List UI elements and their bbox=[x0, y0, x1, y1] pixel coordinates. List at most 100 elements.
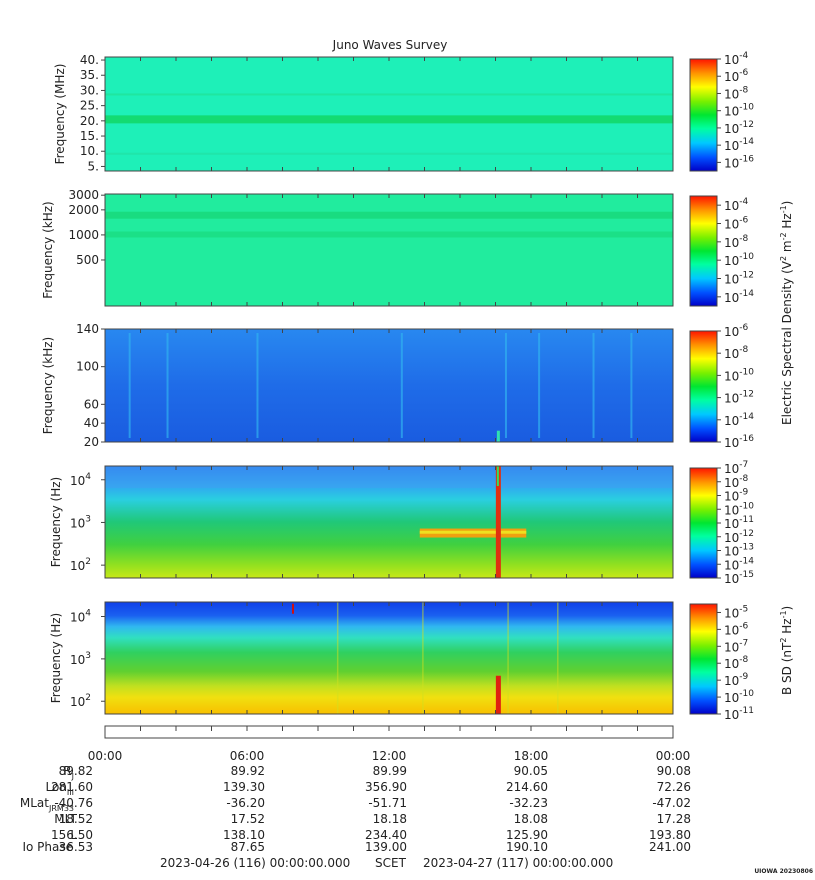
colorbar-tick-label: 10-14 bbox=[724, 412, 754, 428]
burst-streak bbox=[166, 333, 169, 438]
y-axis-label: Frequency (kHz) bbox=[41, 337, 55, 434]
emission-spike-top bbox=[496, 466, 499, 486]
ephemeris-value: 89.92 bbox=[231, 764, 265, 778]
burst-streak bbox=[507, 602, 509, 714]
colorbar-tick-label: 10-7 bbox=[724, 638, 748, 654]
ephemeris-value: 241.00 bbox=[649, 840, 691, 854]
ephemeris-value: 156.50 bbox=[51, 828, 93, 842]
burst-streak bbox=[336, 602, 339, 714]
burst-streak bbox=[256, 333, 259, 438]
colorbar-3: 10-6 10-8 10-10 10-12 10-14 10-16 bbox=[689, 323, 754, 450]
burst-streak bbox=[592, 333, 595, 438]
y-tick-label: 30. bbox=[80, 83, 99, 97]
ephemeris-value: 89.99 bbox=[373, 764, 407, 778]
colorbar-tick-label: 10-6 bbox=[724, 216, 749, 232]
burst-streak bbox=[422, 602, 424, 714]
burst-streak bbox=[128, 333, 131, 438]
ephemeris-label: LonIII bbox=[46, 780, 75, 797]
ephemeris-value: -51.71 bbox=[368, 796, 407, 810]
colorbar-tick-label: 10-14 bbox=[724, 289, 754, 305]
ephemeris-value: -40.76 bbox=[54, 796, 93, 810]
y-tick-label: 25. bbox=[80, 99, 99, 113]
ephemeris-value: 139.00 bbox=[365, 840, 407, 854]
colorbar-tick-label: 10-8 bbox=[724, 234, 749, 250]
ephemeris-value: 190.10 bbox=[506, 840, 548, 854]
ephemeris-label: L bbox=[70, 828, 77, 842]
burst-streak bbox=[504, 333, 507, 438]
y-tick-label: 104 bbox=[70, 609, 91, 625]
y-tick-label: 140 bbox=[76, 322, 99, 336]
panel-5-spectrogram bbox=[105, 602, 673, 714]
ephemeris-value: -47.02 bbox=[652, 796, 691, 810]
colorbar-gradient bbox=[689, 330, 718, 443]
time-tick-label: 00:00 bbox=[88, 749, 123, 763]
emission-band bbox=[105, 231, 673, 238]
y-tick-label: 2000 bbox=[68, 203, 99, 217]
colorbar-tick-label: 10-15 bbox=[724, 570, 754, 586]
y-tick-label: 60 bbox=[84, 397, 99, 411]
upper-band bbox=[105, 466, 673, 488]
ephemeris-value: 18.18 bbox=[373, 812, 407, 826]
emission-band bbox=[105, 115, 673, 124]
watermark: UIOWA 20230806 bbox=[754, 868, 813, 875]
colorbar-tick-label: 10-16 bbox=[724, 154, 754, 170]
colorbar-tick-label: 10-12 bbox=[724, 271, 754, 287]
ephemeris-value: 72.26 bbox=[657, 780, 691, 794]
y-tick-label: 20. bbox=[80, 114, 99, 128]
ephemeris-value: 36.53 bbox=[59, 840, 93, 854]
emission-spike bbox=[495, 675, 501, 714]
spectrogram-panel-4: 104 103 102 Frequency (Hz) bbox=[49, 465, 674, 579]
ephemeris-label: MLT bbox=[54, 812, 77, 826]
y-tick-label: 103 bbox=[70, 514, 91, 530]
emission-line bbox=[105, 152, 673, 155]
time-tick-label: 18:00 bbox=[514, 749, 549, 763]
panel-3-spectrogram bbox=[105, 329, 673, 442]
y-tick-label: 15. bbox=[80, 129, 99, 143]
ephemeris-value: 281.60 bbox=[51, 780, 93, 794]
y-tick-label: 103 bbox=[70, 651, 91, 667]
colorbar-tick-label: 10-10 bbox=[724, 501, 754, 517]
ephemeris-value: 17.52 bbox=[231, 812, 265, 826]
colorbar-tick-label: 10-8 bbox=[724, 474, 749, 490]
ephemeris-value: 356.90 bbox=[365, 780, 407, 794]
panel-2-spectrogram bbox=[105, 194, 673, 306]
ephemeris-value: 234.40 bbox=[365, 828, 407, 842]
emission-line bbox=[105, 93, 673, 96]
y-tick-label: 35. bbox=[80, 68, 99, 82]
ephemeris-value: 90.05 bbox=[514, 764, 548, 778]
footer-start-time: 2023-04-26 (116) 00:00:00.000 bbox=[160, 856, 350, 870]
ephemeris-value: 18.52 bbox=[59, 812, 93, 826]
y-tick-label: 102 bbox=[70, 557, 91, 573]
y-axis-label: Frequency (Hz) bbox=[49, 477, 63, 568]
emission-band-edge bbox=[419, 530, 527, 534]
colorbar-tick-label: 10-14 bbox=[724, 137, 754, 153]
colorbar-tick-label: 10-9 bbox=[724, 488, 749, 504]
y-axis-label: Frequency (kHz) bbox=[41, 201, 55, 298]
colorbar-tick-label: 10-16 bbox=[724, 434, 754, 450]
colorbar-gradient bbox=[689, 195, 718, 307]
ephemeris-value: -36.20 bbox=[226, 796, 265, 810]
footer-scet-label: SCET bbox=[375, 856, 407, 870]
magnetic-colorbar-label: B SD (nT2 Hz-1) bbox=[779, 606, 794, 695]
colorbar-tick-label: 10-8 bbox=[724, 85, 749, 101]
colorbar-gradient bbox=[689, 603, 718, 715]
spectrogram-panel-3: 140 100 60 40 20 Frequency (kHz) bbox=[41, 322, 674, 449]
colorbar-tick-label: 10-8 bbox=[724, 655, 749, 671]
colorbar-tick-label: 10-8 bbox=[724, 345, 749, 361]
colorbar-tick-label: 10-7 bbox=[724, 460, 748, 476]
colorbar-gradient bbox=[689, 58, 718, 172]
y-tick-label: 102 bbox=[70, 693, 91, 709]
colorbar-tick-label: 10-6 bbox=[724, 621, 749, 637]
ephemeris-label: RJ bbox=[63, 764, 74, 781]
ephemeris-value: 214.60 bbox=[506, 780, 548, 794]
spectrogram-panel-5: 104 103 102 Frequency (Hz) bbox=[49, 601, 674, 715]
ephemeris-value: 87.65 bbox=[231, 840, 265, 854]
chart-title: Juno Waves Survey bbox=[332, 38, 448, 52]
y-tick-label: 104 bbox=[70, 472, 91, 488]
colorbar-tick-label: 10-4 bbox=[724, 51, 749, 67]
ephemeris-value: 89.82 bbox=[59, 764, 93, 778]
colorbar-tick-label: 10-10 bbox=[724, 252, 754, 268]
colorbar-tick-label: 10-6 bbox=[724, 68, 749, 84]
